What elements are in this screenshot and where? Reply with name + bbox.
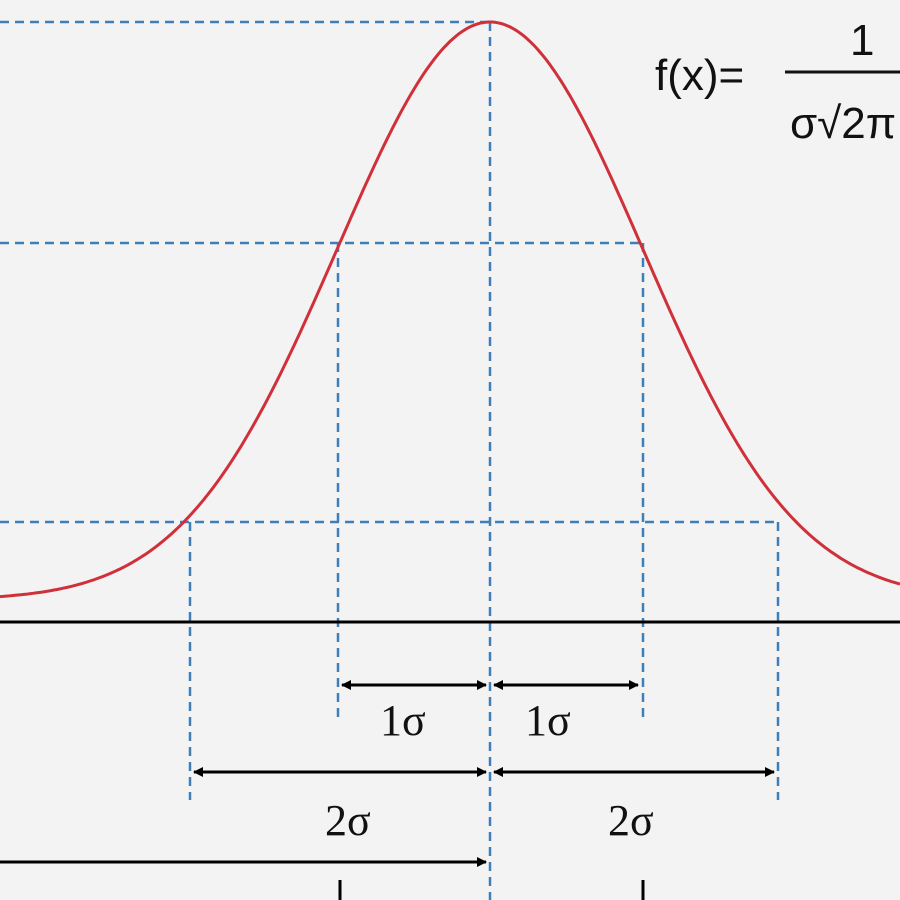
label-2sigma-left: 2σ xyxy=(325,796,371,845)
sigma-arrows xyxy=(0,680,775,900)
guide-lines xyxy=(0,20,780,900)
label-1sigma-left: 1σ xyxy=(380,696,426,745)
label-1sigma-right: 1σ xyxy=(525,696,571,745)
formula-numerator: 1 xyxy=(850,16,874,65)
bell-curve xyxy=(0,20,900,599)
formula-denominator: σ√2π xyxy=(790,99,896,148)
label-2sigma-right: 2σ xyxy=(608,796,654,845)
formula-lhs: f(x)= xyxy=(655,51,744,100)
formula: f(x)= 1 σ√2π xyxy=(655,16,900,148)
